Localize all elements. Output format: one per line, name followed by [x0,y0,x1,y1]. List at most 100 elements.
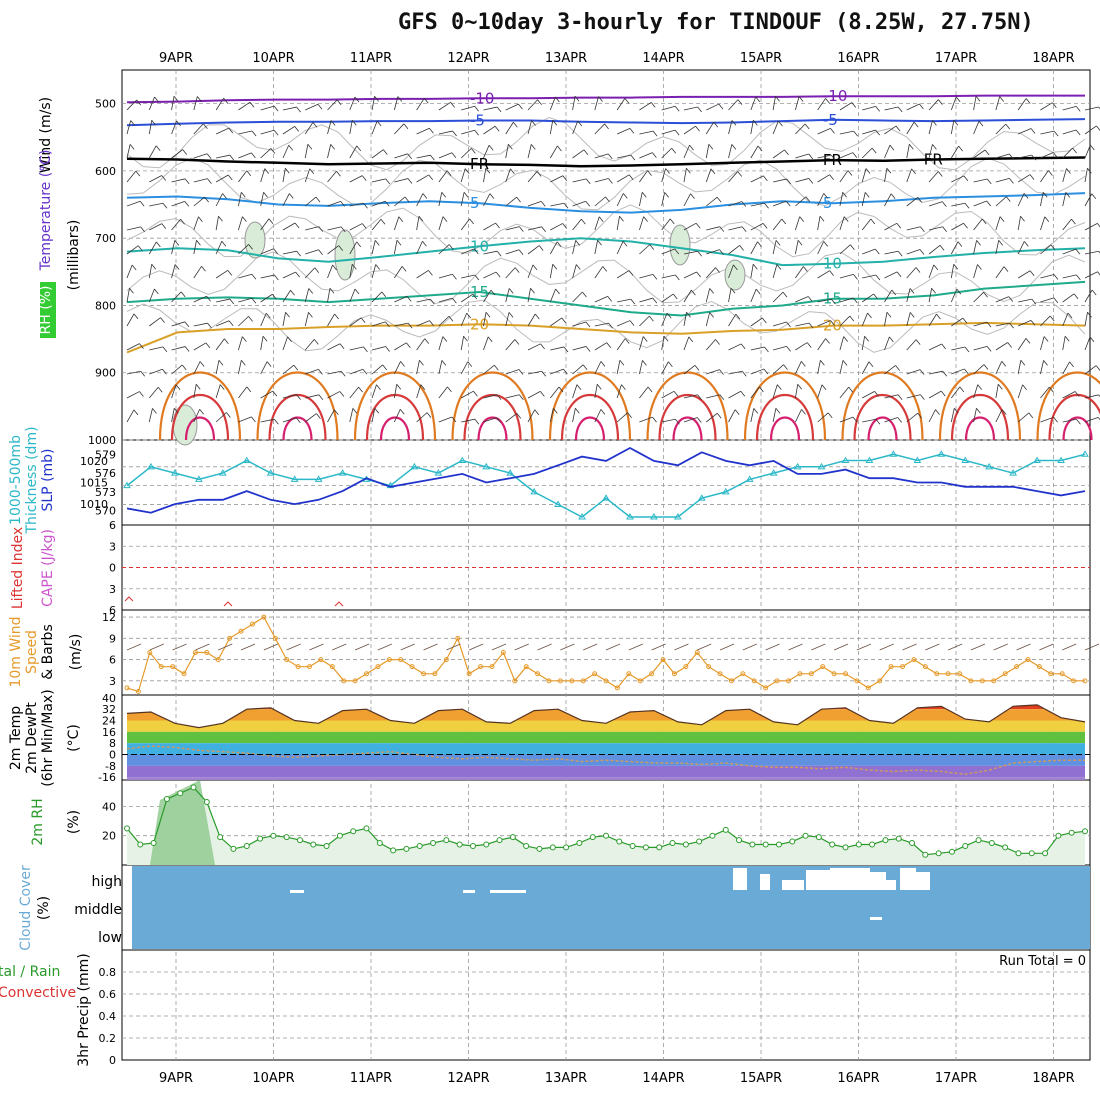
wind-barb [661,105,676,111]
warm-lobe [574,416,606,441]
wind-barb-flag [273,130,279,136]
wind-barb-flag [1023,241,1029,247]
wind-barb [750,288,757,303]
wind-barb [260,313,267,327]
wind-barb [928,120,933,135]
rh-shade [334,229,356,281]
wind-barb-flag [976,408,981,414]
wind-barb-flag [607,153,613,160]
wind-barb-flag [831,154,836,161]
wind-barb-flag [556,241,562,248]
wind-barb [817,338,826,351]
date-label-top: 16APR [837,51,879,66]
wind-barb-flag [628,270,634,276]
wind-barb [527,171,538,183]
wind-barb-flag [1090,144,1095,151]
wind-barb-flag [288,144,294,151]
wind-barb-flag [139,391,144,397]
wind-barb [527,313,536,327]
wind-barb [616,384,622,399]
wind-barb [594,322,609,327]
cloud-clear-patch [886,880,896,890]
wind-barb-flag [1091,289,1097,296]
wind-barb-flag [1008,153,1014,160]
tick-label: 20 [102,830,116,843]
wind-barb [951,317,964,327]
wind-barb-flag [161,175,166,181]
wind-barb-flag [1095,365,1100,371]
cloud-clear-patch [870,872,886,890]
wind-barb-flag [382,364,387,371]
wind-barb [750,202,765,207]
wind-barb [772,240,777,255]
wind-barb-flag [713,121,719,128]
wind-barb [461,248,475,255]
wind-barb-flag [316,413,321,419]
wind-barb-flag [494,364,499,371]
wind-barb [1040,152,1054,159]
wind-barb [1017,338,1027,351]
wind10-barb [514,643,529,651]
isotherm-20 [126,321,1086,354]
wind-barb-flag [853,130,858,137]
wind-barb [371,364,383,375]
thickness-marker [1009,469,1018,476]
wind-barb [683,394,698,399]
wind-barb [282,417,297,423]
isotherm-label: -5 [823,111,838,129]
wind-barb-flag [600,409,606,415]
wind-barb-flag [675,418,680,425]
wind-barb [416,98,425,111]
cloud-clear-patch [900,868,916,890]
wind-barb-flag [823,241,828,247]
wind-barb [639,273,654,279]
wind-barb [973,178,988,183]
wind10-barb [651,643,666,651]
wind-barb-flag [248,316,253,322]
wind-barb [683,365,696,375]
wind-barb [706,369,720,375]
wind-barb [639,416,653,423]
wind-barb-flag [649,315,654,322]
wind-barb [327,264,333,279]
wind-barb-flag [853,274,858,280]
warm-lobe [268,393,327,441]
wind-barb [1062,248,1076,255]
wind-barb-flag [552,119,558,126]
wind-barb [839,170,849,183]
warm-lobe [548,371,632,441]
wind-barb-flag [446,170,452,176]
wind-barb [304,144,309,159]
wind-barb [483,271,497,279]
wind-barb-flag [471,148,476,154]
rh-marker [709,832,716,839]
wind-barb [839,360,844,375]
wind-barb-flag [374,240,380,246]
wind-barb-flag [598,216,604,222]
warm-lobe [938,371,1022,441]
wind-barb-flag [1005,196,1011,202]
tick-label: -16 [98,771,116,784]
wind-barb [616,174,630,183]
wind-barb-flag [801,409,806,415]
label-rh: RH (%) [38,286,54,335]
wind-barb-flag [932,120,937,126]
cloud-clear-patch [290,890,304,893]
warm-lobe [867,416,898,441]
wind-barb-flag [964,346,970,353]
tick-label: 6 [109,654,116,667]
wind-barb [460,148,472,159]
wind-barb-flag [731,120,737,126]
wind-barb-flag [180,291,186,298]
wind10-barb [263,643,279,651]
rh-marker [296,837,303,844]
wind-barb [260,192,264,207]
wind-barb-flag [776,264,782,270]
rh-marker [163,796,170,803]
wind-barb-flag [274,418,279,425]
wind-barb [527,288,531,303]
wind-barb [349,96,356,111]
wind-barb-flag [555,96,560,103]
wind-barb [394,196,406,207]
wind-barb-flag [264,168,270,174]
